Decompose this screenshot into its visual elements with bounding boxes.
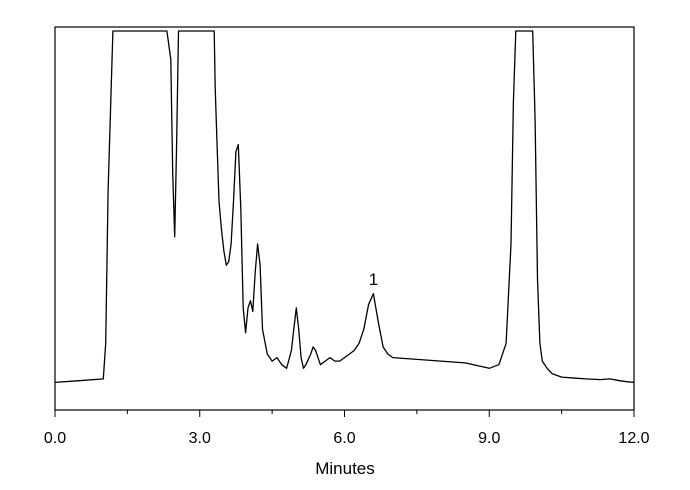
x-tick-label: 3.0 — [189, 430, 211, 447]
annotations-group: 1 — [369, 270, 378, 289]
x-tick-label: 0.0 — [44, 430, 66, 447]
series-group — [55, 30, 634, 384]
x-tick-label: 9.0 — [478, 430, 500, 447]
x-axis-ticks — [54, 410, 635, 417]
chromatogram-trace — [55, 30, 634, 384]
plot-border — [54, 26, 635, 411]
x-axis-tick-labels: 0.0 3.0 6.0 9.0 12.0 — [44, 430, 650, 447]
x-tick-label: 12.0 — [618, 430, 649, 447]
plot-frame — [54, 26, 635, 411]
x-tick-label: 6.0 — [333, 430, 355, 447]
peak-label-1: 1 — [369, 270, 378, 289]
x-axis-title: Minutes — [315, 459, 375, 478]
